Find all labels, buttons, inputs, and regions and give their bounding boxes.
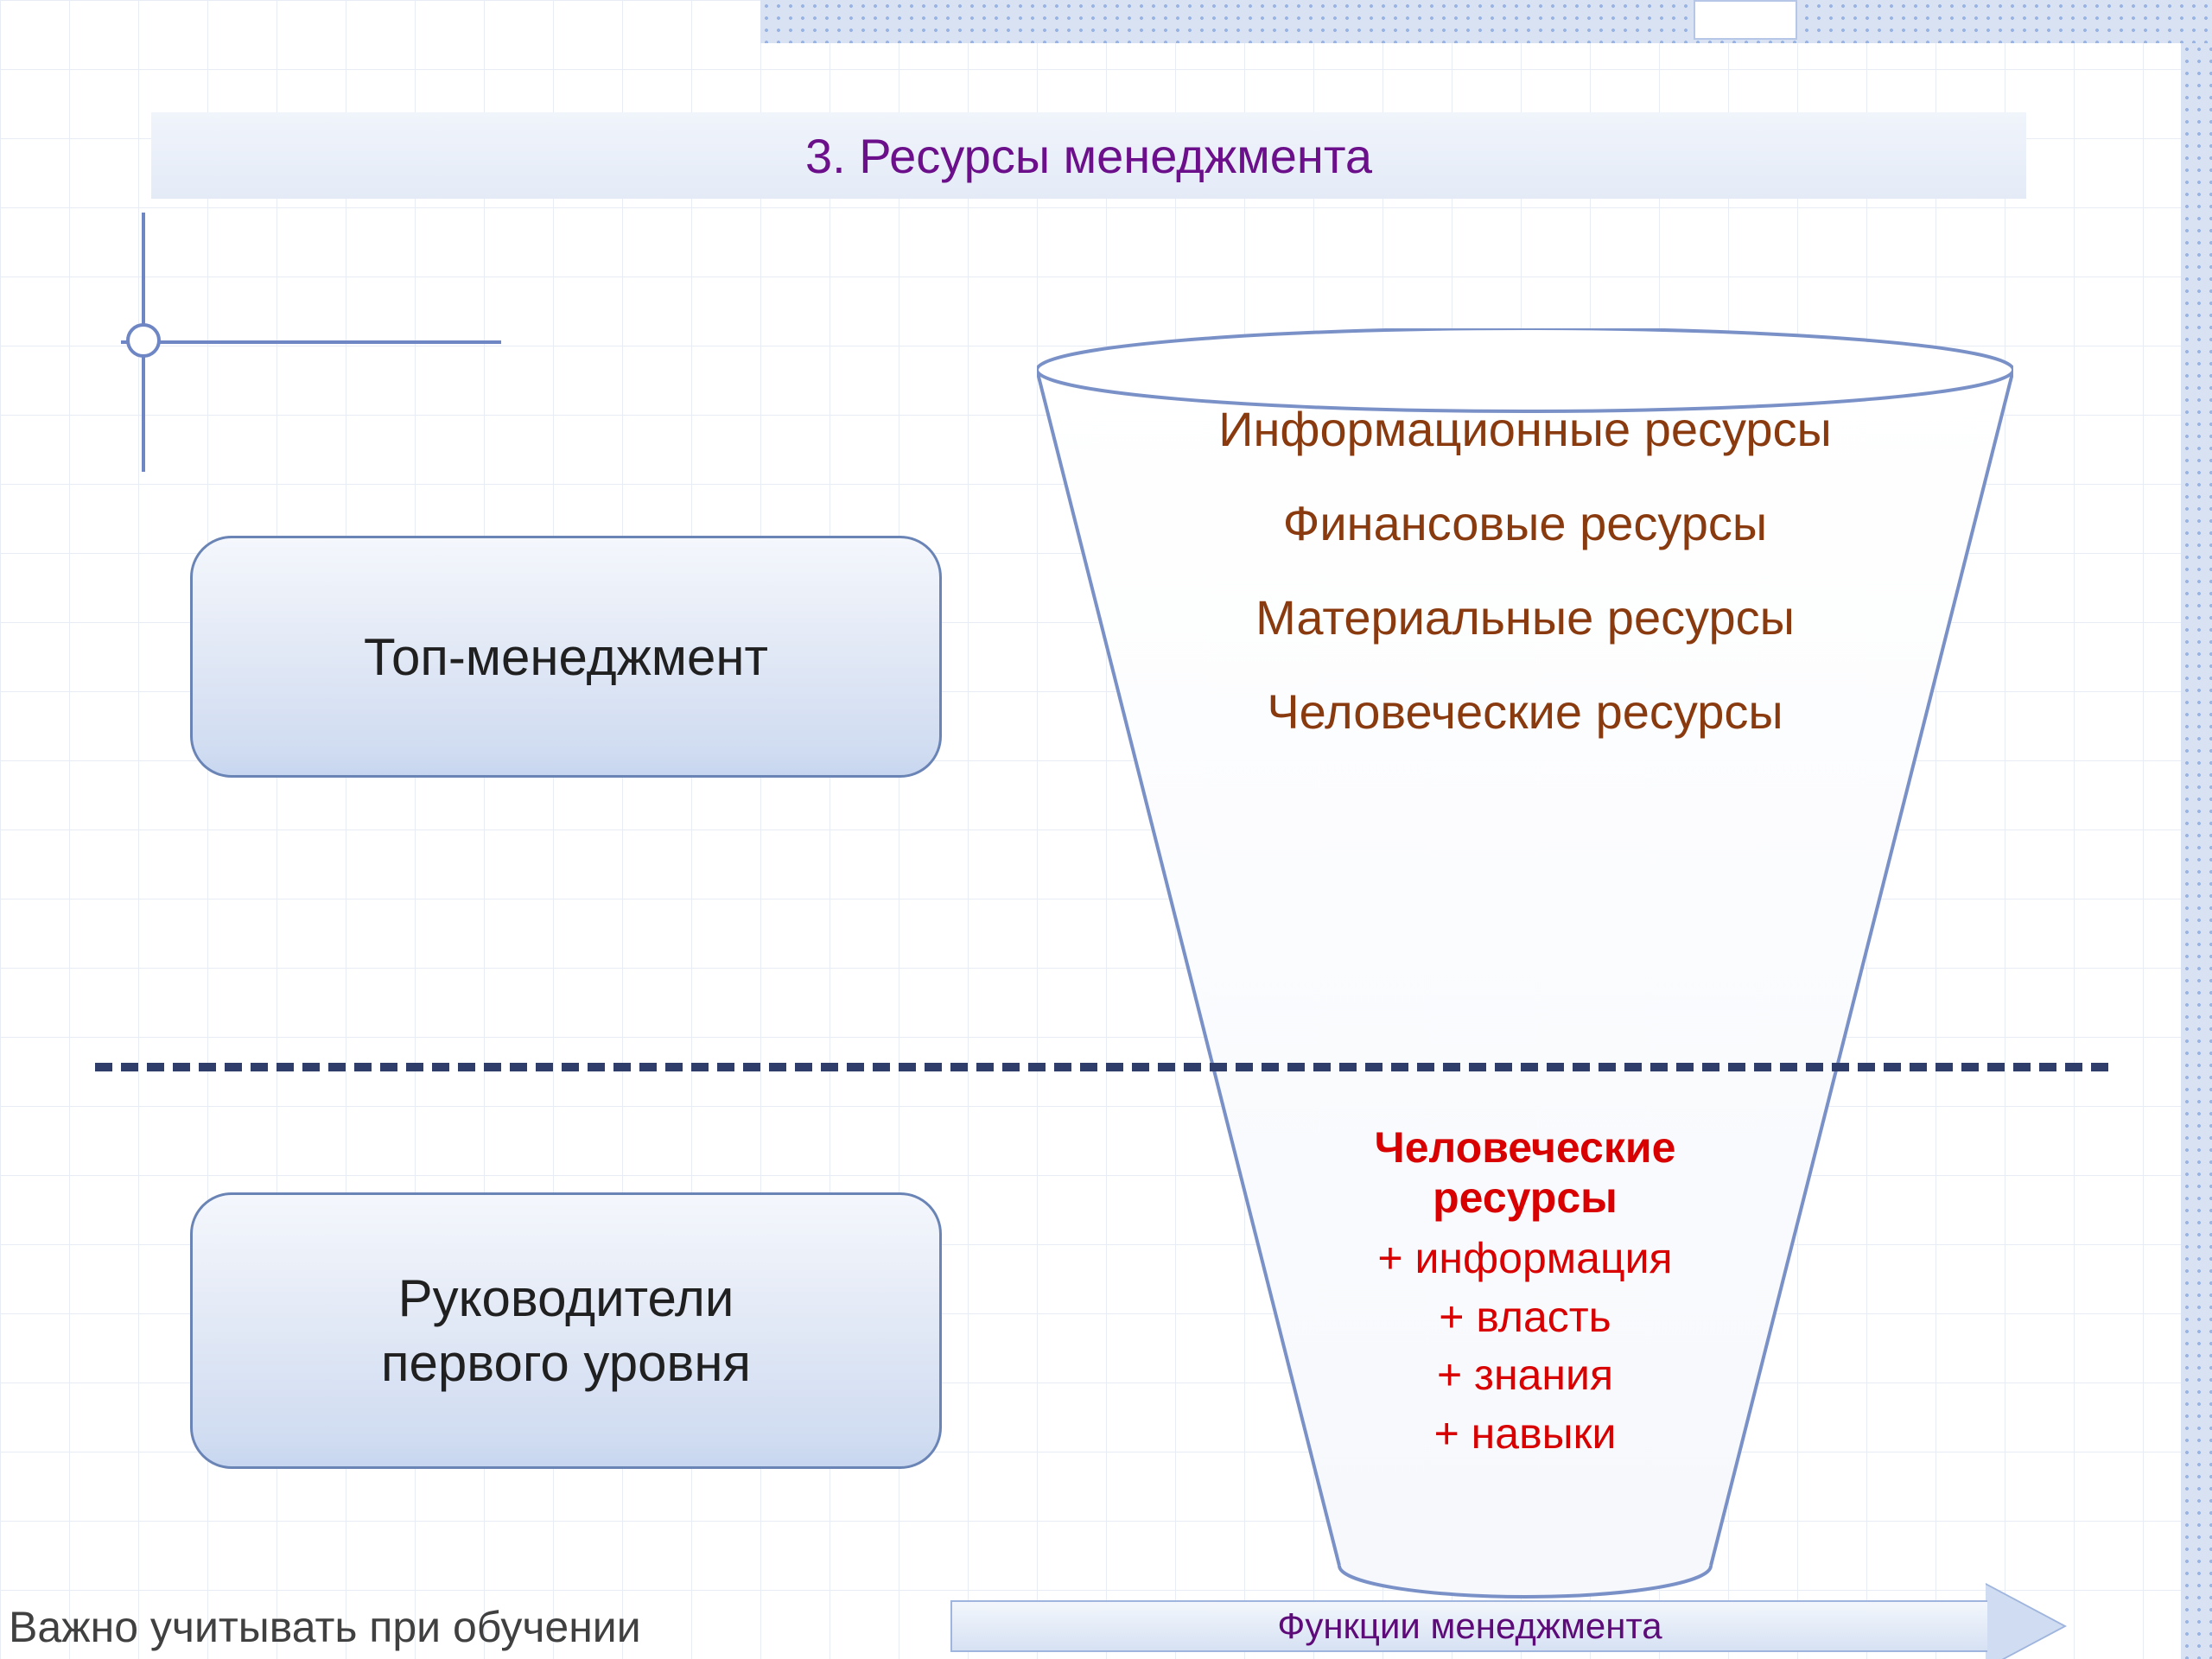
footer-note: Важно учитывать при обучении: [9, 1602, 641, 1652]
arrow-body: Функции менеджмента: [950, 1600, 1987, 1652]
box-bottom-line1: Руководители: [381, 1266, 751, 1331]
bottom-arrow: Функции менеджмента: [950, 1585, 2091, 1659]
plus-item: + власть: [1166, 1288, 1884, 1347]
plus-item: + знания: [1166, 1346, 1884, 1405]
top-dotted-strip: [760, 0, 2212, 43]
hres-line2: ресурсы: [1166, 1173, 1884, 1224]
box-top-label: Топ-менеджмент: [364, 627, 768, 687]
hres-line1: Человеческие: [1166, 1123, 1884, 1173]
box-bottom-label: Руководители первого уровня: [381, 1266, 751, 1395]
decor-horizontal-line: [121, 340, 501, 344]
arrow-head-icon: [1986, 1585, 2063, 1659]
plus-item: + информация: [1166, 1230, 1884, 1288]
resource-item: Финансовые ресурсы: [1089, 495, 1961, 551]
arrow-label: Функции менеджмента: [1277, 1605, 1662, 1647]
box-first-level-managers: Руководители первого уровня: [190, 1192, 942, 1469]
dashed-divider: [95, 1063, 2108, 1071]
box-bottom-line2: первого уровня: [381, 1331, 751, 1395]
human-resources-heading: Человеческие ресурсы: [1166, 1123, 1884, 1223]
upper-resource-list: Информационные ресурсы Финансовые ресурс…: [1089, 363, 1961, 778]
top-small-box: [1694, 0, 1797, 40]
resource-item: Человеческие ресурсы: [1089, 683, 1961, 740]
slide-title: 3. Ресурсы менеджмента: [805, 128, 1372, 184]
resource-item: Материальные ресурсы: [1089, 589, 1961, 645]
slide: 3. Ресурсы менеджмента Топ-менеджмент Ру…: [0, 0, 2212, 1659]
right-dotted-strip: [2181, 43, 2212, 1659]
decor-circle-icon: [126, 323, 161, 358]
lower-resource-list: Человеческие ресурсы + информация + влас…: [1166, 1123, 1884, 1463]
plus-item: + навыки: [1166, 1405, 1884, 1464]
title-bar: 3. Ресурсы менеджмента: [151, 112, 2026, 199]
box-top-management: Топ-менеджмент: [190, 536, 942, 778]
resource-item: Информационные ресурсы: [1089, 401, 1961, 457]
